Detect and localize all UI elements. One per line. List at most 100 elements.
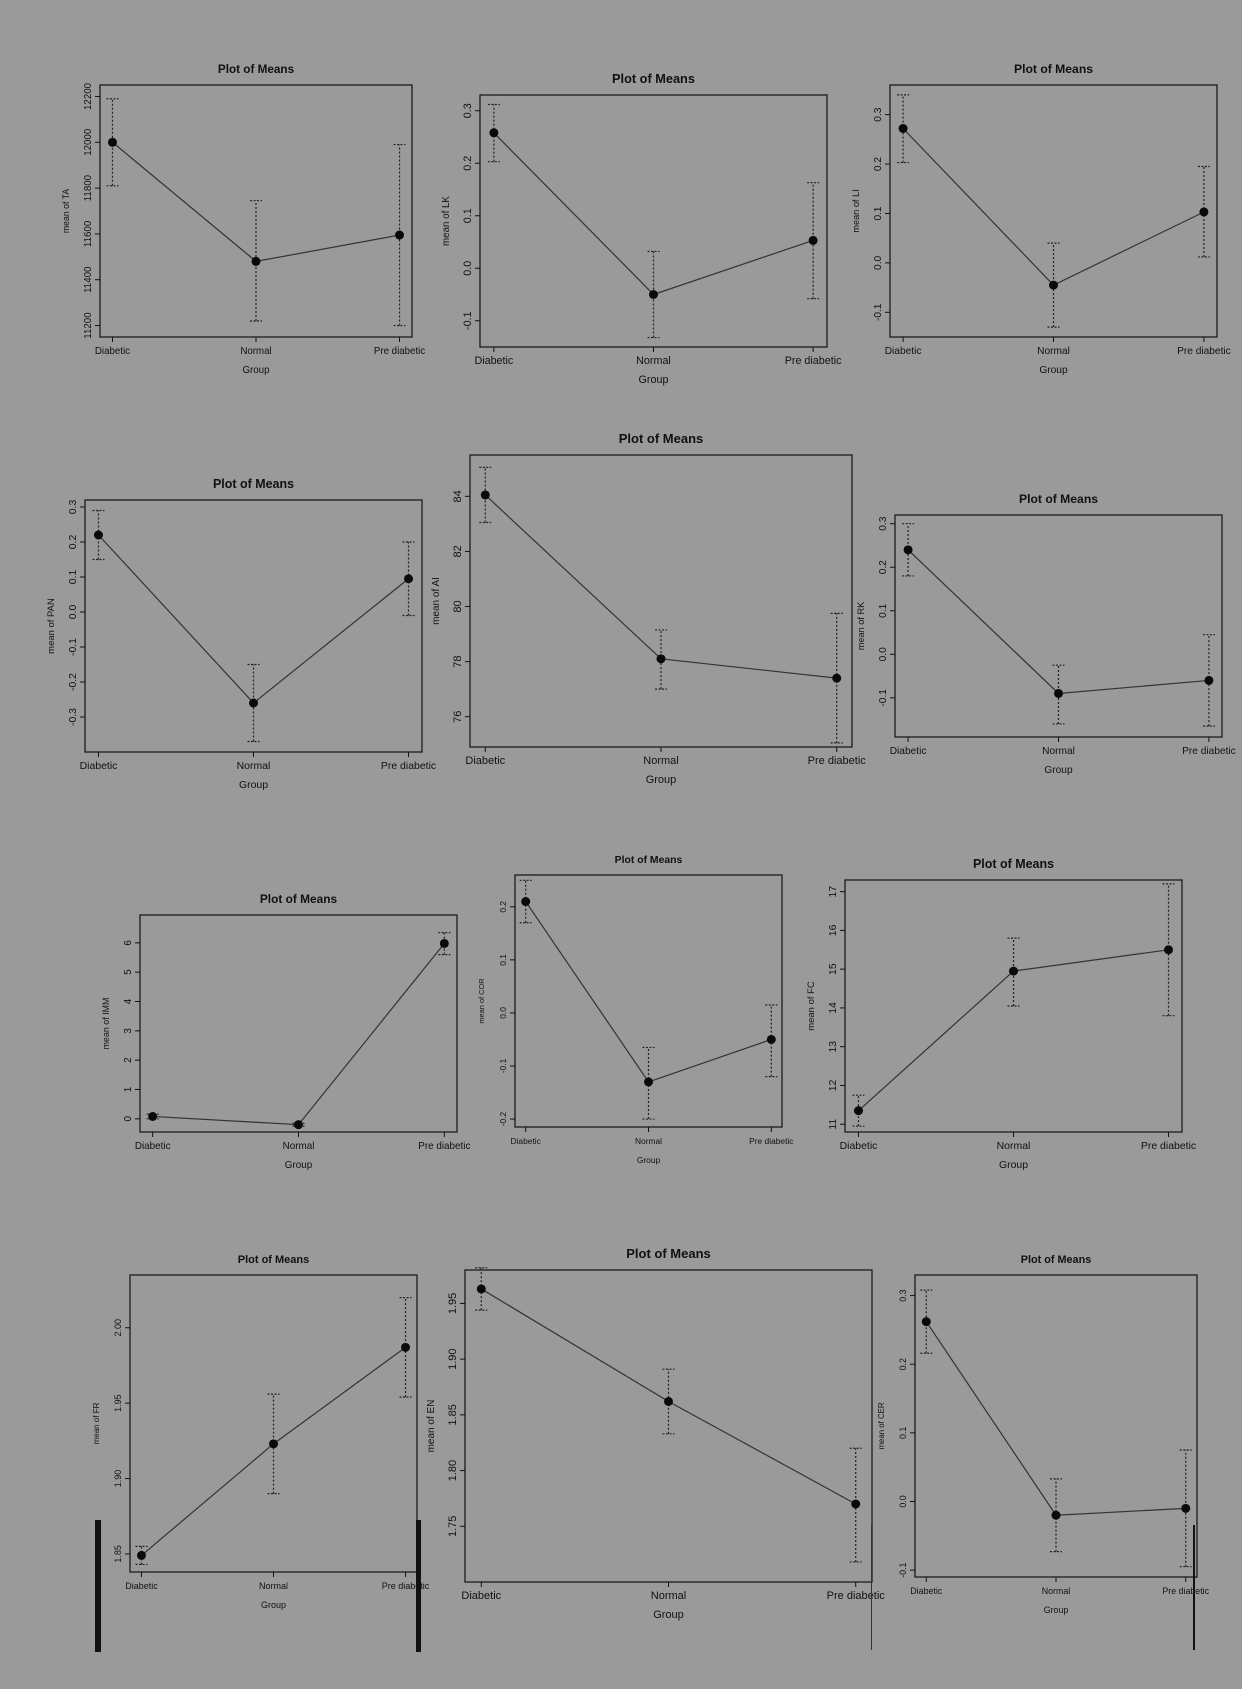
y-tick-label: 78	[452, 655, 464, 667]
y-tick-label: 0.0	[68, 605, 79, 620]
y-tick-label: 0.1	[498, 954, 508, 966]
mean-point	[1009, 966, 1018, 976]
y-tick-label: 5	[123, 969, 134, 975]
x-tick-label: Pre diabetic	[374, 346, 425, 357]
y-axis-label: mean of LI	[851, 189, 861, 232]
y-tick-label: 0.0	[873, 255, 884, 269]
y-axis-label: mean of LK	[441, 196, 452, 246]
y-tick-label: 0.0	[878, 647, 889, 661]
plot-frame	[129, 1274, 418, 1573]
y-tick-label: 4	[123, 998, 134, 1004]
y-tick-label: 1.95	[113, 1394, 123, 1412]
mean-point	[1049, 280, 1058, 290]
y-tick-label: 76	[452, 711, 464, 723]
y-tick-label: -0.1	[68, 638, 79, 656]
x-tick-label: Pre diabetic	[418, 1141, 470, 1152]
mean-point	[1199, 207, 1209, 217]
x-axis-label: Group	[1044, 765, 1073, 776]
mean-point	[1164, 945, 1174, 955]
y-tick-label: 0.0	[462, 261, 474, 276]
chart-svg: Plot of Means -0.1 0.0 0.1 0.2 0.3 Diabetic Nor…	[877, 1254, 1210, 1615]
y-tick-label: -0.2	[68, 673, 79, 691]
y-tick-label: 1.85	[113, 1545, 123, 1563]
y-axis-label: mean of PAN	[46, 598, 57, 654]
y-tick-label: 11400	[83, 266, 94, 293]
x-axis-label: Group	[653, 1609, 684, 1621]
mean-point	[853, 1106, 863, 1116]
y-axis-label: mean of FC	[806, 981, 817, 1031]
chart-svg: Plot of Means -0.3 -0.2 -0.1 0.0 0.1 0.2 0.3 Dia…	[46, 477, 436, 791]
panel-imm: Plot of Means 0 1 2 3 4 5 6 Diabetic Normal Pre di…	[95, 885, 470, 1180]
mean-line	[152, 943, 445, 1126]
y-tick-label: 0.3	[68, 500, 79, 515]
x-axis-label: Group	[637, 1155, 661, 1165]
mean-point	[832, 673, 842, 683]
mean-point	[1204, 675, 1214, 685]
mean-point	[404, 574, 414, 584]
y-tick-label: -0.1	[498, 1058, 508, 1073]
x-axis-label: Group	[639, 374, 669, 386]
y-tick-label: 2	[123, 1057, 134, 1063]
y-tick-label: 82	[452, 545, 464, 557]
mean-point	[476, 1284, 486, 1294]
mean-point	[294, 1120, 303, 1130]
y-tick-label: 0.2	[878, 560, 889, 574]
chart-title: Plot of Means	[619, 431, 704, 446]
y-tick-label: -0.1	[878, 689, 889, 707]
x-tick-label: Pre diabetic	[785, 355, 842, 367]
x-tick-label: Diabetic	[135, 1141, 171, 1152]
x-tick-label: Diabetic	[461, 1590, 501, 1602]
x-tick-label: Normal	[1037, 346, 1070, 357]
y-tick-label: 0.0	[898, 1495, 908, 1507]
x-tick-label: Diabetic	[465, 755, 505, 767]
mean-point	[269, 1439, 278, 1449]
y-tick-label: 11800	[83, 174, 94, 201]
x-tick-label: Pre diabetic	[808, 755, 867, 767]
chart-svg: Plot of Means -0.2 -0.1 0.0 0.1 0.2 Diabetic No…	[477, 855, 794, 1165]
y-tick-label: 1.95	[447, 1293, 459, 1314]
x-axis-label: Group	[285, 1160, 313, 1171]
mean-point	[489, 128, 499, 138]
y-tick-label: 0.1	[898, 1427, 908, 1439]
y-tick-label: 0.1	[462, 208, 474, 223]
mean-point	[251, 256, 261, 266]
chart-title: Plot of Means	[1019, 492, 1098, 506]
y-tick-label: 1.90	[113, 1470, 123, 1488]
chart-svg: Plot of Means -0.1 0.0 0.1 0.2 0.3 Diabetic Nor…	[441, 71, 842, 386]
chart-title: Plot of Means	[213, 477, 294, 491]
y-tick-label: 11200	[83, 312, 94, 339]
x-tick-label: Pre diabetic	[1141, 1141, 1196, 1152]
mean-line	[141, 1346, 406, 1556]
chart-svg: Plot of Means 11200 11400 11600 11800 12000 12…	[61, 63, 425, 376]
y-axis-label: mean of EN	[426, 1400, 437, 1453]
x-tick-label: Diabetic	[95, 346, 130, 357]
mean-point	[521, 897, 531, 907]
mean-point	[644, 1077, 653, 1087]
vertical-rule-thin	[871, 1525, 872, 1650]
y-tick-label: 1.75	[447, 1516, 459, 1537]
x-tick-label: Pre diabetic	[749, 1136, 793, 1146]
x-tick-label: Normal	[259, 1581, 288, 1591]
x-tick-label: Normal	[240, 346, 271, 357]
y-axis-label: mean of AI	[431, 577, 442, 625]
panel-en: Plot of Means 1.75 1.80 1.85 1.90 1.95 Diabeti…	[420, 1240, 885, 1630]
chart-title: Plot of Means	[218, 63, 295, 76]
y-tick-label: 0.0	[498, 1007, 508, 1019]
x-tick-label: Normal	[635, 1136, 662, 1146]
x-tick-label: Normal	[636, 355, 671, 367]
x-tick-label: Normal	[997, 1141, 1031, 1152]
vertical-rule-left	[95, 1520, 101, 1652]
y-tick-label: 14	[828, 1002, 839, 1014]
chart-title: Plot of Means	[260, 892, 338, 906]
y-tick-label: 0.2	[498, 901, 508, 913]
y-tick-label: 0.3	[898, 1289, 908, 1301]
x-axis-label: Group	[239, 780, 268, 791]
x-axis-label: Group	[261, 1600, 286, 1610]
chart-svg: Plot of Means 76 78 80 82 84 Diabetic Normal Pre…	[431, 431, 866, 786]
panel-lk: Plot of Means -0.1 0.0 0.1 0.2 0.3 Diabetic Nor…	[435, 65, 842, 395]
plot-frame	[469, 454, 853, 748]
chart-title: Plot of Means	[973, 857, 1054, 871]
y-tick-label: 12000	[83, 128, 94, 156]
y-tick-label: 15	[828, 963, 839, 975]
